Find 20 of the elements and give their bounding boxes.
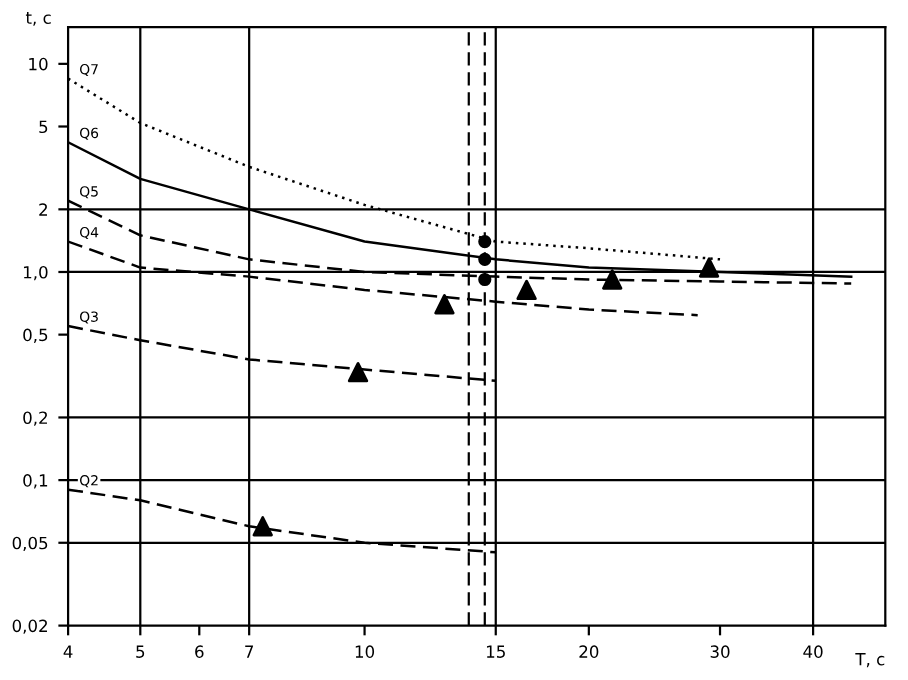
x-axis-title: T, с xyxy=(855,653,885,668)
y-tick-label: 0,02 xyxy=(12,619,47,634)
x-tick-label: 30 xyxy=(710,645,730,658)
y-axis-title: t, с xyxy=(25,12,51,26)
y-tick-label: 0,05 xyxy=(12,536,48,552)
x-tick-label: 7 xyxy=(245,645,254,658)
x-tick-label: 20 xyxy=(579,645,599,658)
x-tick-label: 15 xyxy=(486,645,505,658)
y-tick-label: 1,0 xyxy=(23,265,48,281)
y-tick-label: 5 xyxy=(39,120,48,134)
x-tick-label: 4 xyxy=(63,645,73,658)
x-tick-label: 10 xyxy=(355,645,375,658)
y-tick-label: 0,1 xyxy=(23,474,48,489)
y-tick-label: 0,2 xyxy=(23,411,47,426)
x-tick-label: 5 xyxy=(136,645,145,658)
y-tick-label: 10 xyxy=(29,57,48,71)
y-tick-label: 0,5 xyxy=(23,328,48,343)
x-tick-label: 6 xyxy=(195,645,204,658)
x-tick-label: 40 xyxy=(803,645,823,658)
y-tick-label: 2 xyxy=(39,203,47,216)
